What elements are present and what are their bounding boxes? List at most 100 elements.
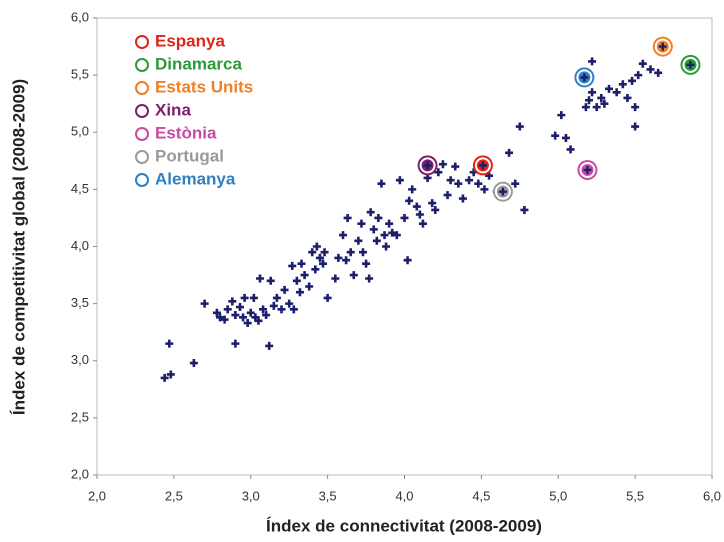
point	[634, 71, 643, 80]
point	[295, 288, 304, 297]
point	[369, 225, 378, 234]
point	[588, 88, 597, 97]
point	[623, 93, 632, 102]
highlight-ring	[576, 69, 593, 86]
point	[212, 308, 221, 317]
point	[597, 93, 606, 102]
point	[362, 259, 371, 268]
highlight-cross	[423, 161, 432, 170]
legend-symbol	[135, 35, 149, 49]
point	[160, 373, 169, 382]
point	[465, 176, 474, 185]
point	[288, 261, 297, 270]
highlight-cross	[498, 187, 507, 196]
x-tick-label: 2,5	[165, 488, 183, 503]
legend-symbol	[135, 127, 149, 141]
y-tick-label: 3,5	[71, 295, 89, 310]
point	[220, 315, 229, 324]
point	[243, 319, 252, 328]
point	[166, 370, 175, 379]
y-tick-label: 4,5	[71, 181, 89, 196]
point	[265, 341, 274, 350]
point	[374, 213, 383, 222]
point	[600, 99, 609, 108]
point	[604, 84, 613, 93]
point	[262, 311, 271, 320]
x-axis-label: Índex de connectivitat (2008-2009)	[266, 516, 542, 535]
y-axis-label: Índex de competitivitat global (2008-200…	[9, 79, 28, 415]
point	[297, 259, 306, 268]
point	[561, 133, 570, 142]
legend-symbol	[135, 81, 149, 95]
legend-symbol	[135, 58, 149, 72]
point	[285, 299, 294, 308]
point	[400, 213, 409, 222]
point	[266, 276, 275, 285]
highlight-ring	[494, 183, 511, 200]
point	[631, 103, 640, 112]
point	[165, 339, 174, 348]
point	[446, 176, 455, 185]
point	[319, 259, 328, 268]
point	[308, 248, 317, 257]
y-tick-label: 5,5	[71, 67, 89, 82]
point	[312, 242, 321, 251]
highlight-cross	[580, 73, 589, 82]
legend-label: Estònia	[155, 123, 217, 142]
point	[289, 305, 298, 314]
point	[339, 231, 347, 240]
point	[408, 185, 417, 194]
point	[631, 122, 640, 131]
legend-label: Dinamarca	[155, 54, 242, 73]
point	[358, 248, 367, 257]
point	[239, 313, 248, 322]
point	[458, 194, 467, 203]
point	[454, 179, 463, 188]
highlight-ring	[474, 157, 491, 174]
point	[189, 359, 198, 368]
point	[259, 305, 268, 314]
highlight-ring	[419, 157, 436, 174]
highlight-ring	[579, 161, 596, 178]
x-tick-label: 6,0	[703, 488, 721, 503]
point	[255, 274, 264, 283]
point	[511, 179, 520, 188]
x-tick-label: 2,0	[88, 488, 106, 503]
highlight-cross	[583, 165, 592, 174]
highlight-ring	[682, 56, 699, 73]
legend-label: Estats Units	[155, 77, 253, 96]
point	[618, 80, 627, 89]
legend-symbol	[135, 150, 149, 164]
point	[382, 242, 391, 251]
point	[372, 236, 381, 245]
point	[320, 248, 329, 257]
point	[357, 219, 366, 228]
x-tick-label: 5,0	[549, 488, 567, 503]
point	[415, 210, 424, 219]
point	[395, 176, 404, 185]
highlight-cross	[686, 60, 695, 69]
point	[431, 205, 440, 214]
point	[380, 231, 389, 240]
point	[585, 96, 593, 105]
point	[343, 213, 352, 222]
point	[254, 316, 263, 325]
point	[331, 274, 340, 283]
point	[451, 162, 460, 171]
point	[249, 293, 258, 302]
point	[588, 57, 597, 66]
point	[405, 196, 414, 205]
point	[235, 303, 244, 312]
y-tick-label: 2,5	[71, 409, 89, 424]
legend-symbol	[135, 173, 149, 187]
point	[385, 219, 394, 228]
point	[438, 160, 447, 169]
legend-label: Xina	[155, 100, 191, 119]
point	[277, 305, 286, 314]
point	[592, 103, 601, 112]
point	[520, 205, 529, 214]
point	[628, 76, 637, 85]
point	[346, 248, 355, 257]
point	[315, 253, 324, 262]
